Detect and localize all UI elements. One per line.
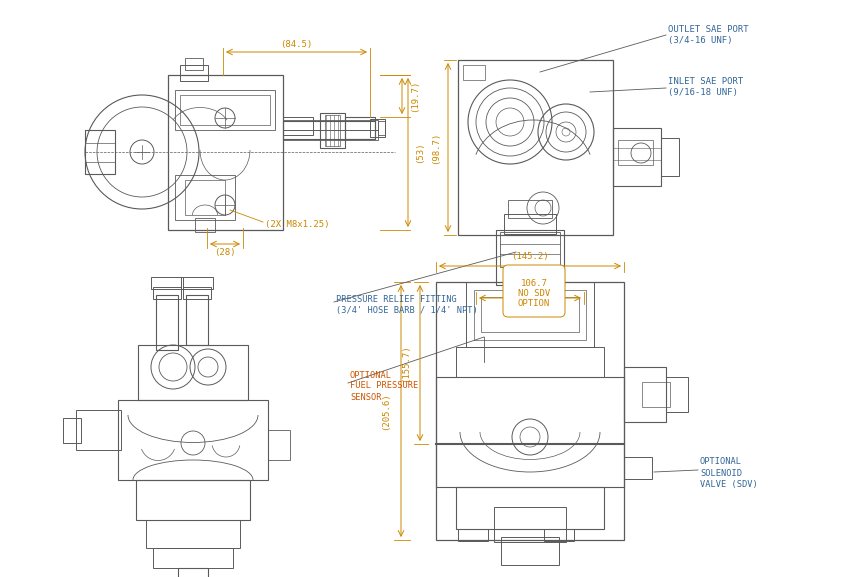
Text: (3/4' HOSE BARB / 1/4' NPT): (3/4' HOSE BARB / 1/4' NPT) (336, 306, 477, 316)
Bar (178, 568, 208, 577)
Text: VALVE (SDV): VALVE (SDV) (699, 479, 757, 489)
Text: OPTIONAL: OPTIONAL (349, 370, 392, 380)
Text: SOLENOID: SOLENOID (699, 469, 741, 478)
Bar (185, 180, 225, 215)
Bar (457, 529, 488, 541)
Bar (283, 120, 377, 130)
Bar (153, 548, 233, 568)
Bar (138, 345, 247, 400)
Bar (480, 297, 578, 332)
Bar (503, 214, 555, 234)
Text: (9/16-18 UNF): (9/16-18 UNF) (668, 88, 737, 96)
Bar (151, 277, 183, 289)
Bar (544, 529, 573, 541)
Bar (181, 277, 213, 289)
Bar (494, 507, 565, 542)
Text: (205.6): (205.6) (381, 392, 390, 430)
Text: (84.5): (84.5) (280, 40, 312, 50)
Bar (76, 410, 121, 450)
Bar (660, 138, 679, 176)
Bar (156, 295, 178, 350)
Bar (623, 457, 652, 479)
Bar (180, 65, 208, 81)
Bar (175, 175, 235, 220)
Bar (641, 382, 669, 407)
Bar (168, 75, 283, 230)
Bar (118, 400, 268, 480)
Bar (146, 520, 240, 548)
Bar (500, 537, 559, 565)
Bar (175, 90, 274, 130)
Bar (495, 230, 563, 285)
Text: (28): (28) (214, 249, 235, 257)
FancyBboxPatch shape (502, 265, 565, 317)
Bar (63, 418, 81, 443)
Bar (344, 117, 375, 139)
Bar (195, 218, 214, 232)
Bar (183, 287, 211, 299)
Bar (463, 65, 484, 80)
Text: (98.7): (98.7) (431, 132, 440, 164)
Bar (456, 347, 603, 377)
Text: (155.7): (155.7) (401, 344, 410, 382)
Text: (145.2): (145.2) (511, 252, 548, 260)
Bar (85, 130, 115, 174)
Text: OUTLET SAE PORT: OUTLET SAE PORT (668, 25, 748, 35)
Bar (665, 377, 687, 412)
Bar (507, 200, 551, 218)
Text: (3/4-16 UNF): (3/4-16 UNF) (668, 36, 732, 44)
Bar (185, 58, 203, 70)
Bar (473, 290, 585, 340)
Bar (136, 480, 250, 520)
Bar (325, 115, 339, 146)
Bar (617, 140, 652, 165)
Bar (465, 282, 593, 347)
Text: (53): (53) (415, 142, 424, 163)
Bar (370, 119, 385, 137)
Text: SENSOR: SENSOR (349, 392, 381, 402)
Bar (268, 430, 289, 460)
Bar (283, 130, 377, 140)
Bar (186, 295, 208, 345)
Text: PRESSURE RELIEF FITTING: PRESSURE RELIEF FITTING (336, 295, 457, 305)
Bar (623, 367, 665, 422)
Bar (320, 113, 344, 148)
Text: NO SDV: NO SDV (517, 290, 549, 298)
Text: OPTIONAL: OPTIONAL (699, 458, 741, 466)
Bar (612, 128, 660, 186)
Bar (456, 487, 603, 529)
Bar (283, 121, 375, 139)
Bar (153, 287, 181, 299)
Bar (500, 232, 560, 267)
Text: OPTION: OPTION (517, 299, 549, 309)
Text: FUEL PRESSURE: FUEL PRESSURE (349, 381, 418, 391)
Bar (180, 95, 270, 125)
Text: INLET SAE PORT: INLET SAE PORT (668, 77, 743, 87)
Text: 106.7: 106.7 (520, 279, 547, 288)
Text: (19.7): (19.7) (410, 80, 419, 112)
Text: (2X M8x1.25): (2X M8x1.25) (265, 219, 329, 228)
Bar (436, 377, 623, 487)
Bar (457, 60, 612, 235)
Bar (436, 282, 623, 540)
Bar (377, 121, 385, 135)
Bar (283, 117, 312, 135)
